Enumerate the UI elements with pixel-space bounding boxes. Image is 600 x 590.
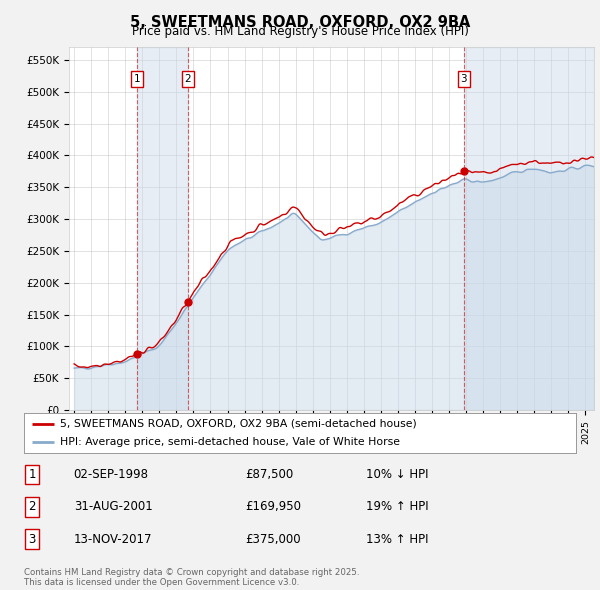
Text: 2: 2 bbox=[29, 500, 36, 513]
Text: 31-AUG-2001: 31-AUG-2001 bbox=[74, 500, 152, 513]
Text: £375,000: £375,000 bbox=[245, 533, 301, 546]
Bar bbox=[464, 47, 594, 410]
Text: 2: 2 bbox=[184, 74, 191, 84]
Text: 02-SEP-1998: 02-SEP-1998 bbox=[74, 468, 149, 481]
Text: 10% ↓ HPI: 10% ↓ HPI bbox=[366, 468, 429, 481]
Text: Contains HM Land Registry data © Crown copyright and database right 2025.
This d: Contains HM Land Registry data © Crown c… bbox=[24, 568, 359, 587]
Text: 13-NOV-2017: 13-NOV-2017 bbox=[74, 533, 152, 546]
Bar bbox=[137, 47, 188, 410]
Text: 5, SWEETMANS ROAD, OXFORD, OX2 9BA: 5, SWEETMANS ROAD, OXFORD, OX2 9BA bbox=[130, 15, 470, 30]
Text: 5, SWEETMANS ROAD, OXFORD, OX2 9BA (semi-detached house): 5, SWEETMANS ROAD, OXFORD, OX2 9BA (semi… bbox=[60, 419, 416, 429]
Text: Price paid vs. HM Land Registry's House Price Index (HPI): Price paid vs. HM Land Registry's House … bbox=[131, 25, 469, 38]
Text: £169,950: £169,950 bbox=[245, 500, 301, 513]
Text: 3: 3 bbox=[461, 74, 467, 84]
Text: 19% ↑ HPI: 19% ↑ HPI bbox=[366, 500, 429, 513]
Text: HPI: Average price, semi-detached house, Vale of White Horse: HPI: Average price, semi-detached house,… bbox=[60, 437, 400, 447]
Text: 13% ↑ HPI: 13% ↑ HPI bbox=[366, 533, 429, 546]
Text: £87,500: £87,500 bbox=[245, 468, 293, 481]
Text: 1: 1 bbox=[29, 468, 36, 481]
Text: 3: 3 bbox=[29, 533, 36, 546]
Text: 1: 1 bbox=[133, 74, 140, 84]
